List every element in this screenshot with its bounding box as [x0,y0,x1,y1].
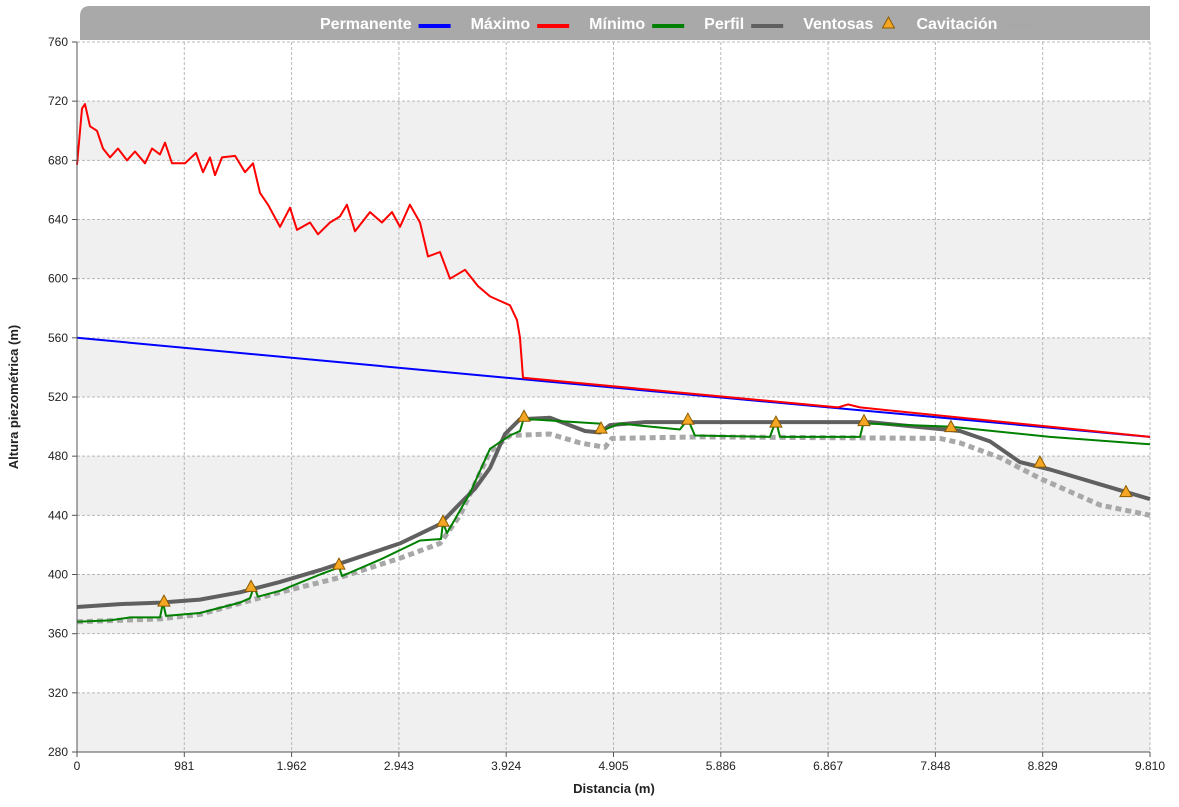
ventosa-marker [944,419,958,433]
ventosa-marker [1119,484,1133,498]
legend-marker [881,15,896,29]
x-tick-label: 8.829 [1028,759,1058,773]
series [76,103,1151,625]
ventosa-marker [517,409,531,422]
series-line [76,103,1151,438]
ventosa-marker [244,579,258,592]
y-tick-label: 680 [48,153,68,167]
plot-band [77,101,1150,161]
ventosa-marker [769,415,783,428]
ventosa-marker [157,594,171,607]
y-axis-title: Altura piezométrica (m) [6,325,21,469]
plot-band [77,456,1150,516]
legend-label[interactable]: Mínimo [589,16,645,33]
x-tick-label: 6.867 [813,759,843,773]
x-tick-label: 0 [74,759,81,773]
legend-label[interactable]: Máximo [471,16,531,33]
y-tick-label: 480 [48,449,68,463]
x-axis-title: Distancia (m) [573,781,655,796]
x-tick-label: 7.848 [920,759,950,773]
legend-bar [80,6,1150,40]
x-tick-label: 981 [174,759,194,773]
y-tick-label: 560 [48,331,68,345]
series-line [76,431,1151,625]
ventosa-marker [857,413,871,427]
y-tick-label: 400 [48,568,68,582]
y-tick-label: 760 [48,35,68,49]
series-line [76,336,1151,438]
ventosa-marker [1033,455,1047,468]
x-tick-label: 5.886 [706,759,736,773]
x-tick-label: 3.924 [491,759,521,773]
y-tick-label: 360 [48,627,68,641]
ventosa-marker [332,557,346,570]
y-tick-label: 640 [48,213,68,227]
x-tick-label: 2.943 [384,759,414,773]
legend: Permanente Máximo Mínimo Perfil Ventosas Cavi… [320,15,1037,33]
axes: 280 320 360 400 440 480 520 560 600 640 680 720 760 0… [48,35,1165,773]
y-tick-label: 600 [48,272,68,286]
legend-label[interactable]: Perfil [704,16,744,33]
ventosa-marker [594,421,608,434]
x-tick-label: 4.905 [598,759,628,773]
legend-label[interactable]: Cavitación [916,16,997,33]
y-tick-label: 440 [48,508,68,522]
y-tick-label: 720 [48,94,68,108]
legend-label[interactable]: Permanente [320,16,412,33]
x-tick-label: 9.810 [1135,759,1165,773]
series-line [76,415,1151,609]
legend-label[interactable]: Ventosas [803,16,873,33]
y-tick-label: 320 [48,686,68,700]
ventosa-marker [681,412,695,425]
plot-band [77,42,1150,102]
x-tick-label: 1.962 [277,759,307,773]
ventosa-marker [436,514,450,527]
y-tick-label: 520 [48,390,68,404]
y-tick-label: 280 [48,745,68,759]
